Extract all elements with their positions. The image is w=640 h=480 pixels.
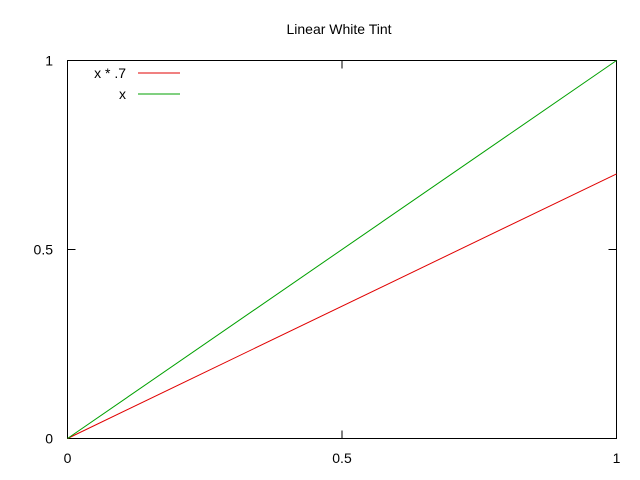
x-tick-label: 0 xyxy=(64,450,72,466)
y-tick-label: 0 xyxy=(45,431,53,447)
x-tick-label: 0.5 xyxy=(332,450,352,466)
y-tick-label: 1 xyxy=(45,53,53,69)
series-lines xyxy=(67,60,617,439)
legend-label: x xyxy=(119,86,126,102)
chart-title: Linear White Tint xyxy=(286,21,391,37)
axis-ticks: 0 0.5 1 0 0.5 1 xyxy=(34,53,621,467)
legend: x * .7 x xyxy=(94,65,180,102)
legend-label: x * .7 xyxy=(94,65,126,81)
x-tick-label: 1 xyxy=(613,450,621,466)
series-line-0 xyxy=(67,173,617,439)
series-line-1 xyxy=(67,60,617,439)
y-tick-label: 0.5 xyxy=(34,242,54,258)
